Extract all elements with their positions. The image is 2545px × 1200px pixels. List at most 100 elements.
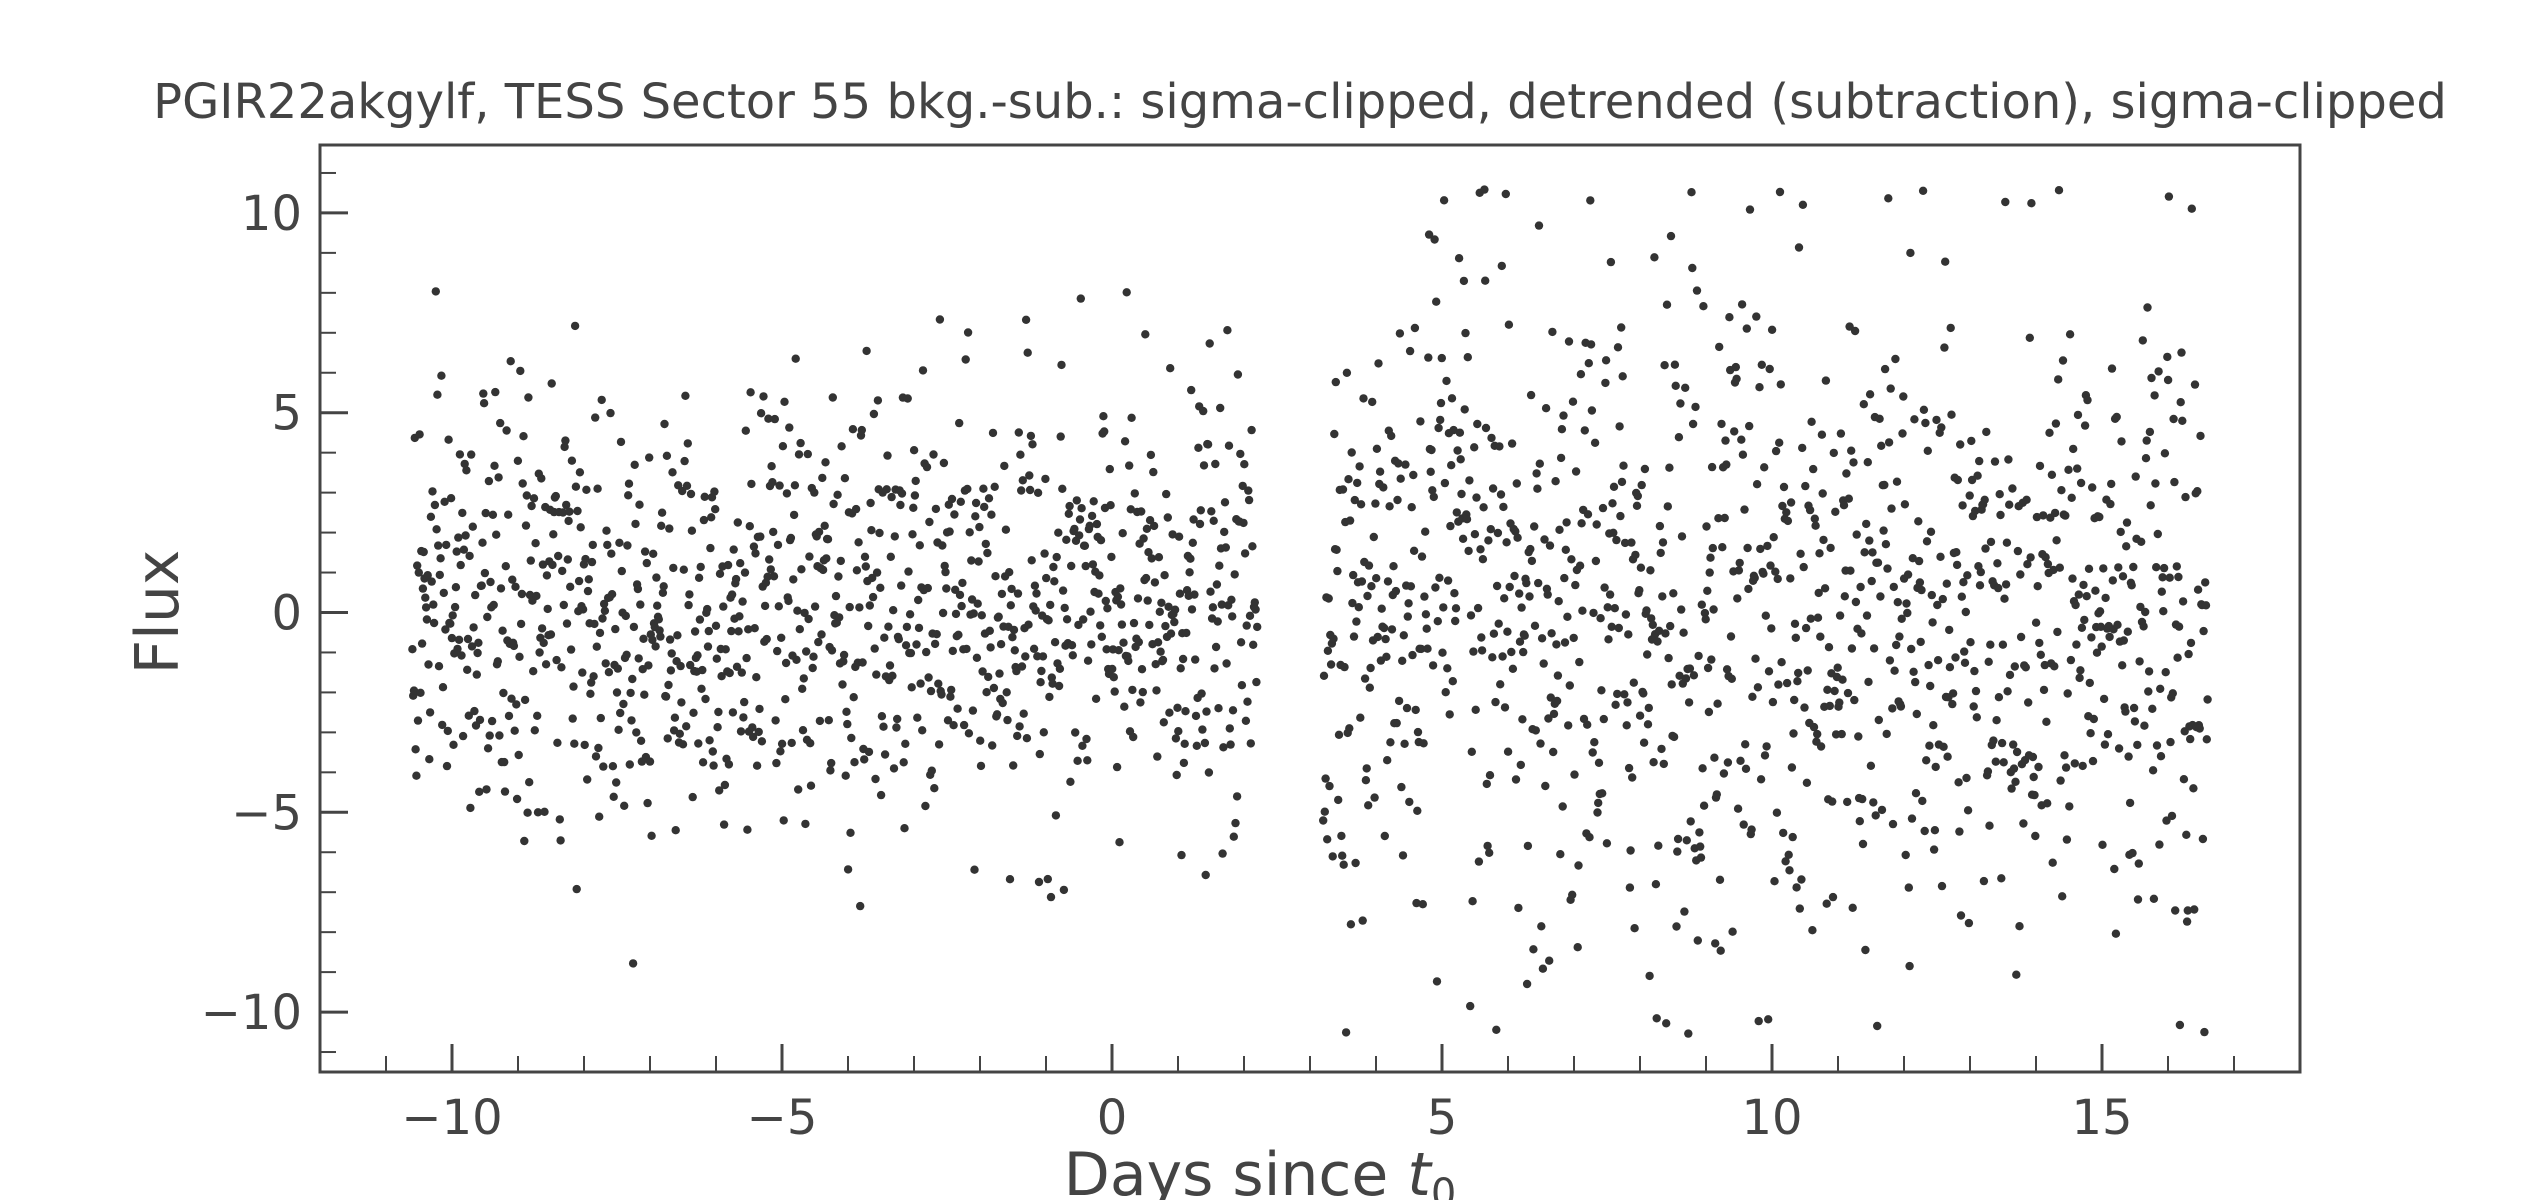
- data-point: [465, 551, 474, 561]
- data-point: [1868, 548, 1877, 557]
- data-point: [449, 740, 458, 749]
- data-point: [1680, 907, 1689, 916]
- data-point: [1794, 243, 1804, 252]
- data-point: [1225, 724, 1235, 733]
- data-point: [1717, 419, 1726, 429]
- data-point: [1826, 543, 1835, 553]
- data-point: [1767, 624, 1776, 633]
- data-point: [962, 644, 971, 654]
- data-point: [1116, 600, 1126, 609]
- data-point: [826, 766, 835, 775]
- data-point: [1620, 538, 1630, 548]
- data-point: [1696, 842, 1705, 851]
- data-point: [1712, 790, 1722, 799]
- data-point: [684, 600, 693, 610]
- data-point: [2122, 518, 2132, 527]
- data-point: [1556, 453, 1566, 463]
- data-point: [1822, 899, 1831, 908]
- data-point: [982, 688, 991, 697]
- data-point: [688, 792, 697, 802]
- data-point: [648, 635, 657, 645]
- data-point: [1481, 276, 1490, 285]
- data-point: [1086, 607, 1095, 616]
- data-point: [1646, 566, 1655, 575]
- data-point: [1959, 578, 1968, 587]
- data-point: [1860, 548, 1869, 557]
- data-point: [946, 692, 955, 701]
- data-point: [1998, 640, 2008, 649]
- data-point: [1033, 488, 1043, 497]
- data-point: [1333, 566, 1342, 576]
- data-point: [777, 633, 786, 642]
- data-point: [1930, 826, 1940, 835]
- data-point: [1408, 650, 1417, 660]
- data-point: [2034, 762, 2043, 772]
- data-point: [719, 820, 729, 829]
- data-point: [1922, 537, 1932, 546]
- data-point: [1214, 704, 1223, 713]
- data-point: [1874, 715, 1884, 725]
- data-point: [1610, 604, 1620, 613]
- data-point: [1926, 681, 1935, 691]
- data-point: [1679, 628, 1688, 637]
- data-point: [1522, 578, 1531, 588]
- data-point: [1515, 589, 1524, 598]
- data-point: [1152, 686, 1161, 695]
- data-point: [872, 568, 882, 577]
- data-point: [459, 545, 469, 554]
- data-point: [799, 674, 808, 683]
- data-point: [500, 787, 510, 796]
- data-point: [628, 674, 637, 684]
- data-point: [698, 665, 707, 675]
- data-point: [971, 512, 980, 521]
- data-point: [912, 640, 921, 649]
- data-point: [678, 740, 688, 749]
- data-point: [2088, 756, 2098, 766]
- data-point: [676, 661, 685, 671]
- data-point: [1228, 612, 1237, 621]
- data-point: [1047, 673, 1057, 682]
- data-point: [1659, 759, 1669, 769]
- data-point: [1792, 883, 1801, 892]
- data-point: [412, 771, 421, 780]
- data-point: [597, 395, 606, 405]
- data-point: [943, 716, 953, 725]
- data-point: [2186, 734, 2195, 744]
- data-point: [1621, 610, 1631, 619]
- data-point: [444, 435, 453, 444]
- data-point: [1752, 480, 1762, 489]
- data-point: [2002, 538, 2012, 547]
- data-point: [1559, 411, 1568, 420]
- data-point: [749, 542, 759, 551]
- data-point: [759, 392, 768, 401]
- data-point: [1091, 694, 1101, 703]
- data-point: [1034, 877, 1044, 887]
- data-point: [1496, 680, 1505, 689]
- data-point: [525, 778, 534, 787]
- data-point: [480, 568, 490, 578]
- data-point: [1809, 722, 1819, 732]
- data-point: [1790, 619, 1800, 628]
- data-point: [775, 481, 784, 490]
- data-point: [1206, 587, 1215, 596]
- data-point: [1643, 720, 1653, 729]
- data-point: [433, 390, 442, 399]
- data-point: [1965, 491, 1974, 500]
- data-point: [1692, 286, 1702, 295]
- data-point: [502, 426, 511, 435]
- data-point: [865, 601, 874, 610]
- data-point: [1929, 721, 1938, 730]
- data-point: [904, 567, 913, 576]
- data-point: [1341, 1028, 1351, 1037]
- data-point: [2054, 186, 2064, 195]
- data-point: [614, 725, 623, 734]
- data-point: [1067, 561, 1076, 571]
- data-point: [1636, 563, 1646, 572]
- data-point: [1166, 629, 1176, 638]
- data-point: [711, 505, 720, 514]
- chart-title: PGIR22akgylf, TESS Sector 55 bkg.-sub.: …: [153, 74, 2447, 130]
- data-point: [1918, 186, 1928, 195]
- data-point: [699, 515, 709, 525]
- data-point: [642, 558, 651, 568]
- data-point: [1652, 1014, 1661, 1023]
